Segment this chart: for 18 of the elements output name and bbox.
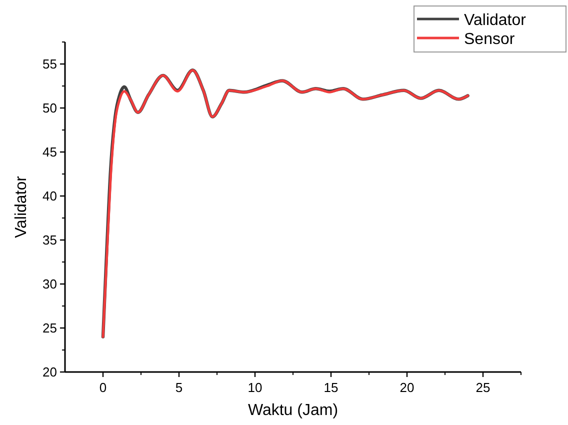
x-tick-label: 10 [248,380,262,395]
x-tick-label: 0 [99,380,107,395]
y-axis-title: Validator [13,175,30,238]
legend-label: Validator [464,12,527,29]
y-tick-label: 35 [42,232,57,248]
x-tick-label: 25 [476,380,490,395]
y-tick-label: 40 [42,188,57,204]
y-tick-label: 30 [42,276,57,292]
x-axis-title: Waktu (Jam) [248,402,338,419]
x-tick-label: 20 [400,380,414,395]
y-tick-label: 20 [42,364,57,380]
y-tick-label: 45 [42,144,57,160]
legend-label: Sensor [464,31,516,48]
x-tick-label: 5 [175,380,183,395]
y-tick-label: 50 [42,100,57,116]
y-tick-label: 25 [42,320,57,336]
x-tick-label: 15 [324,380,338,395]
y-tick-label: 55 [42,56,57,72]
